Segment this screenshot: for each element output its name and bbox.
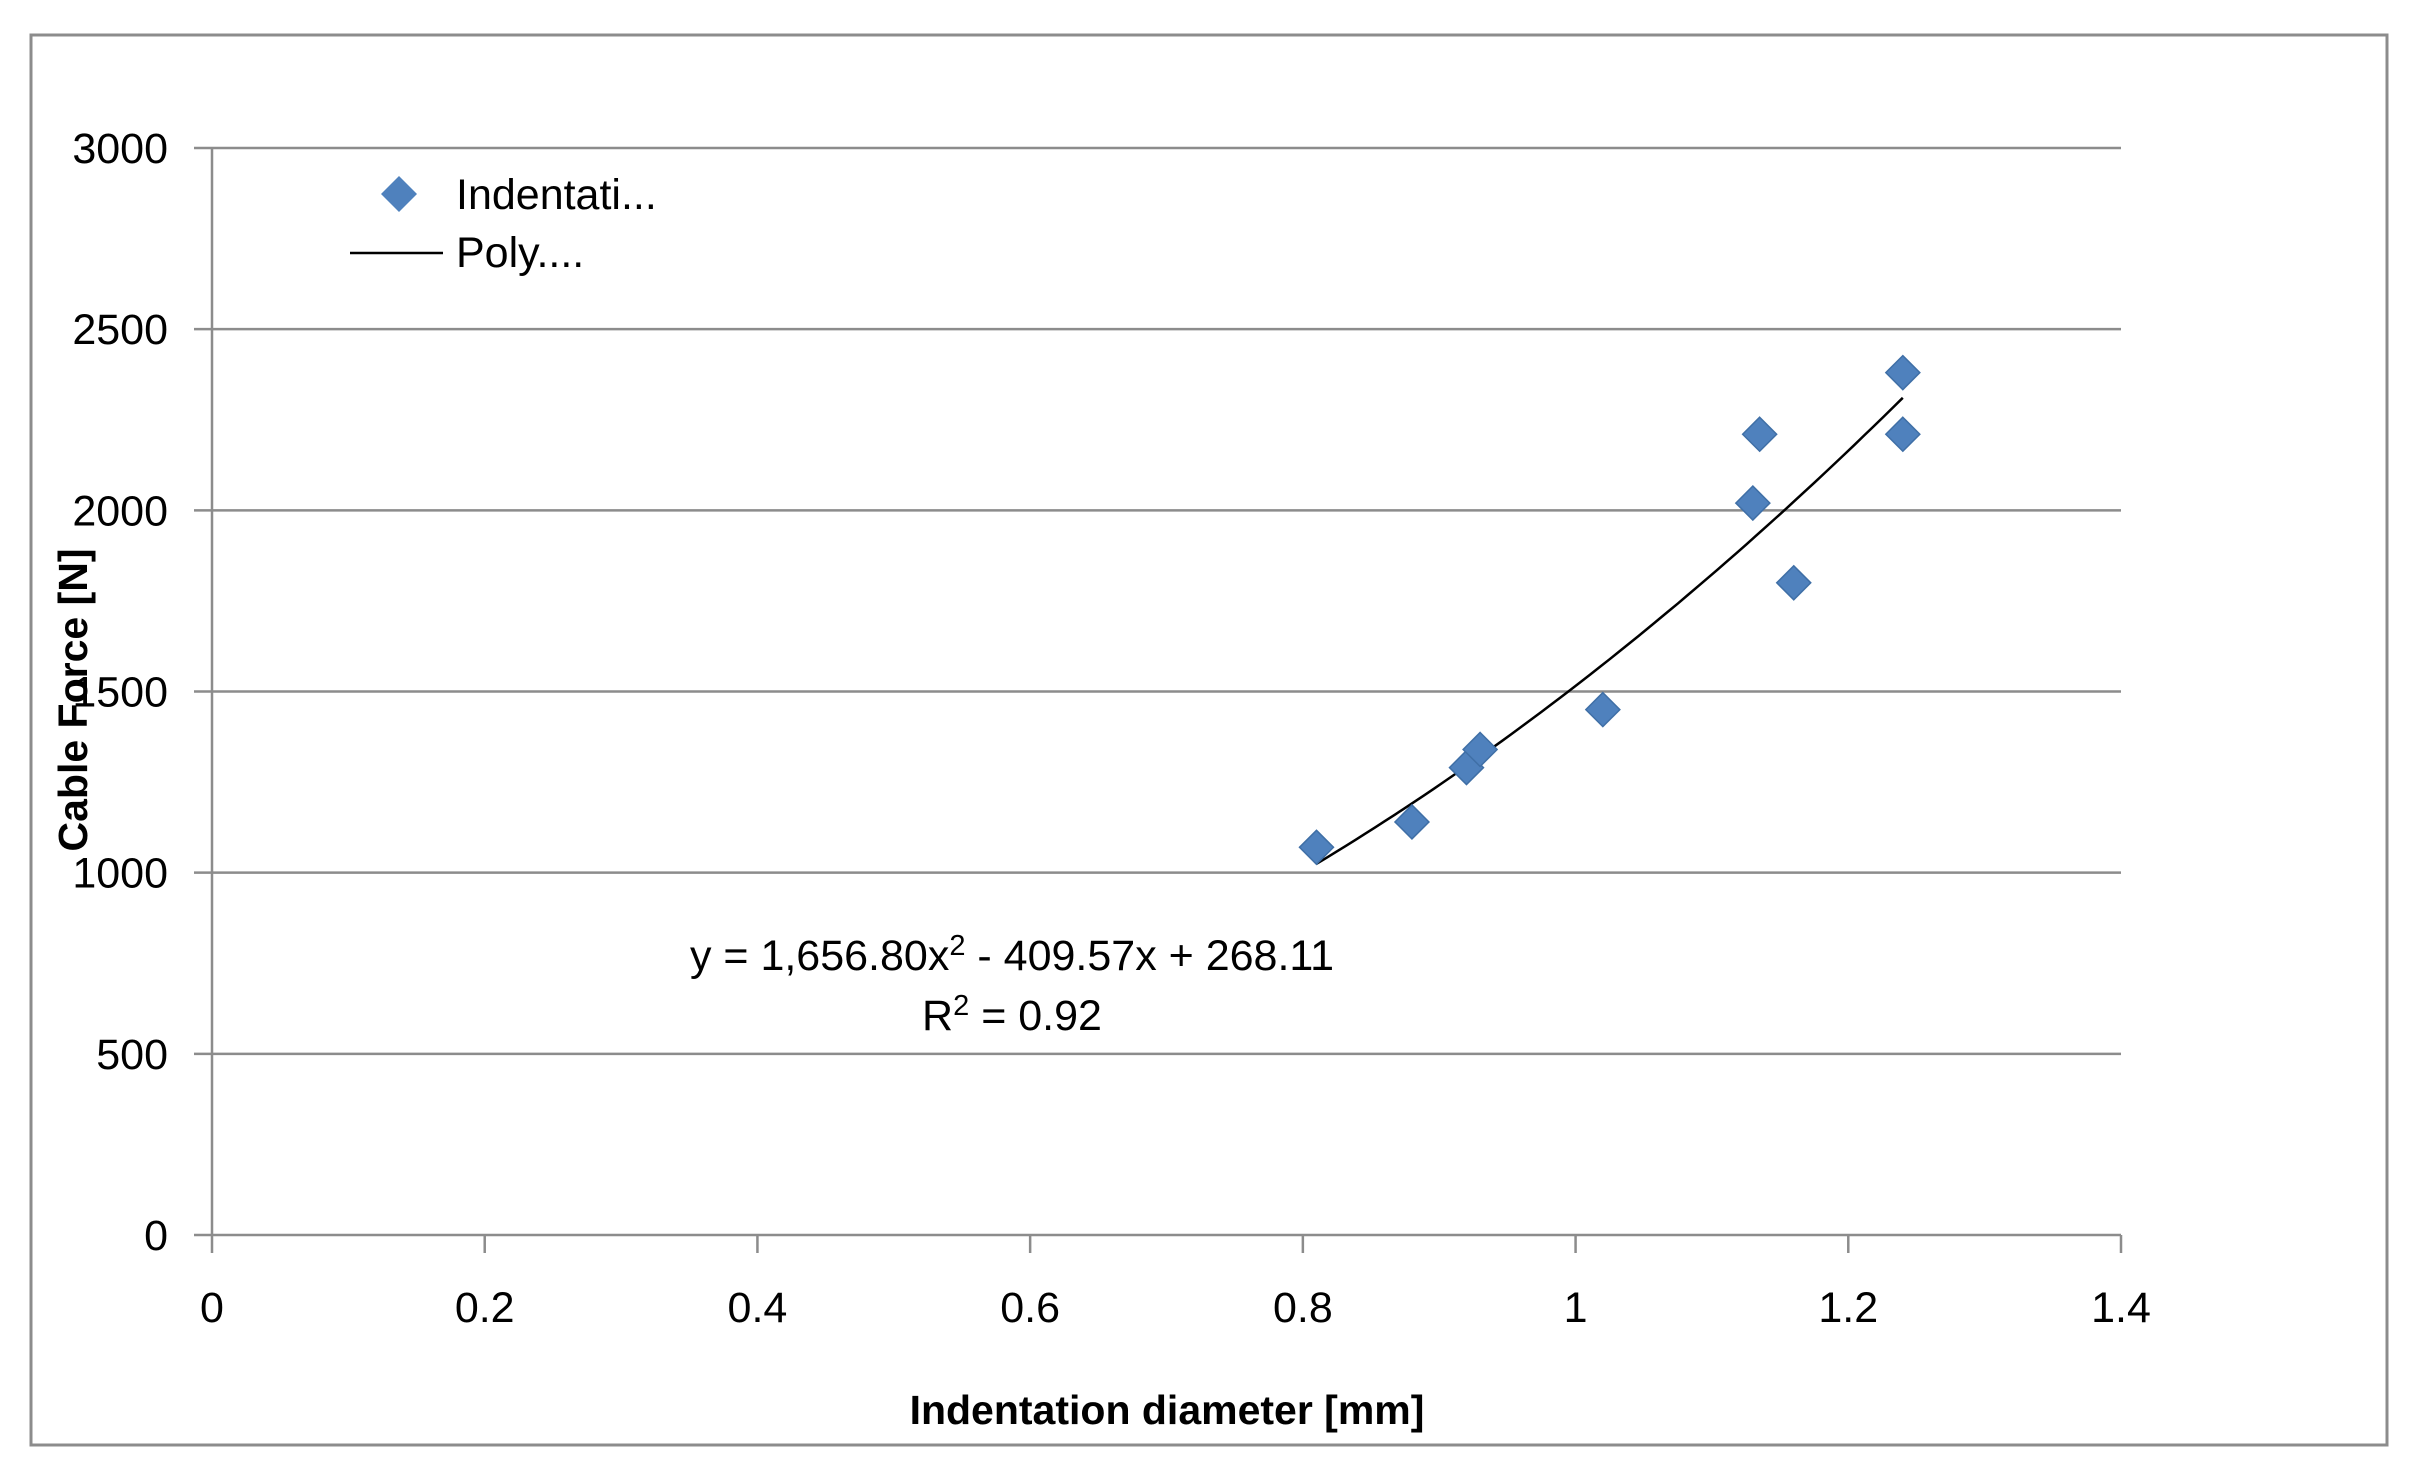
data-point xyxy=(1584,691,1621,728)
chart-border xyxy=(29,33,2389,1447)
y-tick-label: 2500 xyxy=(72,306,168,354)
x-tick-label: 1 xyxy=(1564,1284,1588,1332)
y-tick-label: 1500 xyxy=(72,669,168,717)
x-axis-ticks: 0 0.2 0.4 0.6 0.8 1 1.2 1.4 xyxy=(200,1235,2151,1332)
trendline-equation: y = 1,656.80x2 - 409.57x + 268.11 xyxy=(690,930,1334,980)
x-tick-label: 0.6 xyxy=(1000,1284,1060,1332)
x-tick-label: 1.4 xyxy=(2091,1284,2151,1332)
x-tick-label: 0.8 xyxy=(1273,1284,1333,1332)
data-point xyxy=(1741,416,1778,453)
data-point xyxy=(1775,564,1812,601)
data-point xyxy=(1884,416,1921,453)
x-tick-label: 1.2 xyxy=(1818,1284,1878,1332)
x-tick-label: 0.4 xyxy=(728,1284,788,1332)
data-point xyxy=(1884,354,1921,391)
data-point xyxy=(1734,485,1771,522)
legend-label-poly: Poly.... xyxy=(456,229,584,277)
y-tick-label: 1000 xyxy=(72,850,168,898)
y-tick-label: 2000 xyxy=(72,487,168,535)
y-tick-label: 3000 xyxy=(72,125,168,173)
equation-prefix: y = 1,656.80x xyxy=(690,932,950,980)
x-axis-title: Indentation diameter [mm] xyxy=(910,1387,1425,1433)
data-point xyxy=(1298,829,1335,866)
y-tick-label: 0 xyxy=(144,1212,168,1260)
r-squared-prefix: R xyxy=(922,992,953,1040)
r-squared-label: R2 = 0.92 xyxy=(922,990,1102,1040)
polynomial-trendline xyxy=(1315,396,1904,865)
legend: Indentati... Poly.... xyxy=(350,171,657,277)
y-axis-title: Cable Force [N] xyxy=(50,549,96,852)
x-tick-label: 0.2 xyxy=(455,1284,515,1332)
legend-diamond-marker xyxy=(381,176,417,212)
data-points xyxy=(1298,354,1921,866)
gridlines xyxy=(212,146,2121,1056)
y-axis-ticks: 0 500 1000 1500 2000 2500 3000 xyxy=(72,125,212,1260)
r-squared-rest: = 0.92 xyxy=(969,992,1102,1040)
r-squared-exponent: 2 xyxy=(953,990,969,1022)
equation-rest: - 409.57x + 268.11 xyxy=(965,932,1334,980)
data-point xyxy=(1393,803,1431,841)
data-point xyxy=(1462,731,1499,768)
equation-exponent: 2 xyxy=(949,930,965,962)
y-tick-label: 500 xyxy=(96,1031,168,1079)
legend-label-indentation: Indentati... xyxy=(456,171,657,219)
x-tick-label: 0 xyxy=(200,1284,224,1332)
